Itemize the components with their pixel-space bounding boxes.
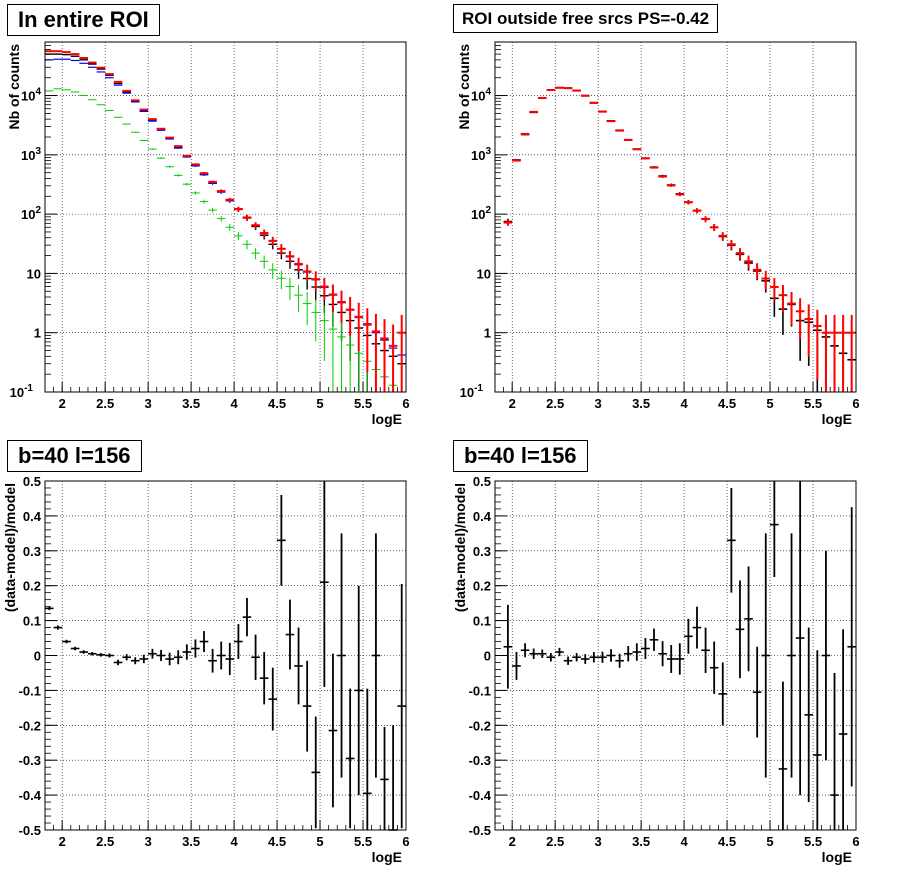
x-tick-label: 3	[145, 396, 152, 411]
y-tick-label: -0.4	[469, 788, 492, 803]
y-tick-label: -0.4	[19, 788, 42, 803]
panel-title-bottom-left: b=40 l=156	[7, 440, 142, 472]
y-tick-label: -0.3	[469, 753, 491, 768]
x-tick-label: 5.5	[804, 396, 822, 411]
y-tick-label: -0.2	[19, 718, 41, 733]
y-tick-label: -0.5	[469, 823, 491, 838]
x-tick-label: 6	[852, 396, 859, 411]
y-tick-label: -0.2	[469, 718, 491, 733]
x-tick-label: 5	[766, 396, 773, 411]
y-tick-label: 1	[484, 326, 491, 341]
y-tick-label: -0.3	[19, 753, 41, 768]
y-tick-label: 10-1	[10, 383, 34, 400]
x-tick-label: 4.5	[718, 396, 736, 411]
y-axis-label: (data-model)/model	[452, 483, 468, 612]
x-tick-label: 4.5	[268, 834, 286, 849]
x-tick-label: 3.5	[632, 834, 650, 849]
x-tick-label: 2	[509, 396, 516, 411]
x-tick-label: 4	[680, 834, 688, 849]
y-tick-label: 102	[471, 205, 491, 222]
y-tick-label: 102	[21, 205, 41, 222]
panel-title-bottom-right: b=40 l=156	[453, 440, 588, 472]
y-axis-label: Nb of counts	[6, 44, 22, 130]
y-axis-label: Nb of counts	[456, 44, 472, 130]
series-1	[503, 86, 856, 392]
x-tick-label: 2.5	[546, 396, 564, 411]
y-tick-label: 0.3	[23, 544, 41, 559]
y-axis-label: (data-model)/model	[2, 483, 18, 612]
x-tick-label: 2	[59, 396, 66, 411]
x-tick-label: 3	[145, 834, 152, 849]
y-tick-label: 0	[34, 649, 41, 664]
y-tick-label: 10	[477, 266, 491, 281]
x-tick-label: 3	[595, 834, 602, 849]
y-tick-label: 0.2	[473, 579, 491, 594]
x-tick-label: 2.5	[546, 834, 564, 849]
y-tick-label: 0.4	[473, 509, 492, 524]
series-2	[45, 88, 406, 393]
x-tick-label: 5	[316, 396, 323, 411]
panel-1: 2 2.5 3 3.5 4 4.5 5 5.5 6 10-1 1 10 102 103 104 logE Nb …	[456, 41, 860, 427]
x-tick-label: 4	[230, 396, 238, 411]
panel-title-top-left: In entire ROI	[7, 4, 160, 36]
x-tick-label: 5	[316, 834, 323, 849]
x-tick-label: 3.5	[182, 396, 200, 411]
panel-0: 2 2.5 3 3.5 4 4.5 5 5.5 6 10-1 1 10 102 103 104 logE Nb …	[6, 41, 410, 427]
y-tick-label: -0.1	[19, 683, 41, 698]
x-tick-label: 6	[852, 834, 859, 849]
y-tick-label: 0.5	[473, 474, 491, 489]
y-tick-label: 0	[484, 649, 491, 664]
plot-frame	[44, 41, 407, 393]
x-tick-label: 6	[402, 834, 409, 849]
x-axis-label: logE	[822, 849, 852, 865]
y-tick-label: 1	[34, 326, 41, 341]
y-tick-label: 104	[21, 87, 41, 104]
panel-3: 2 2.5 3 3.5 4 4.5 5 5.5 6 -0.5 -0.4 -0.3 -0.2 -0.1 0 0.…	[452, 474, 860, 865]
x-tick-label: 5.5	[354, 834, 372, 849]
series-residuals	[45, 481, 406, 831]
y-tick-label: 10-1	[460, 383, 484, 400]
panel-title-top-right: ROI outside free srcs PS=-0.42	[453, 4, 719, 33]
y-tick-label: 10	[27, 266, 41, 281]
series-residuals	[503, 481, 856, 830]
x-tick-label: 3.5	[182, 834, 200, 849]
panel-2: 2 2.5 3 3.5 4 4.5 5 5.5 6 -0.5 -0.4 -0.3 -0.2 -0.1 0 0.…	[2, 474, 410, 865]
x-tick-label: 4	[680, 396, 688, 411]
y-tick-label: 0.4	[23, 509, 42, 524]
x-tick-label: 2.5	[96, 396, 114, 411]
y-tick-label: 0.5	[23, 474, 41, 489]
x-tick-label: 4.5	[718, 834, 736, 849]
x-axis-label: logE	[372, 411, 402, 427]
x-axis-label: logE	[822, 411, 852, 427]
x-tick-label: 2	[509, 834, 516, 849]
x-axis-label: logE	[372, 849, 402, 865]
y-tick-label: 104	[471, 87, 491, 104]
x-tick-label: 5.5	[354, 396, 372, 411]
x-tick-label: 5	[766, 834, 773, 849]
y-tick-label: 0.1	[473, 614, 491, 629]
x-tick-label: 3	[595, 396, 602, 411]
x-tick-label: 6	[402, 396, 409, 411]
y-tick-label: -0.5	[19, 823, 41, 838]
series-1	[45, 58, 406, 392]
y-tick-label: 0.1	[23, 614, 41, 629]
y-tick-label: 0.3	[473, 544, 491, 559]
x-tick-label: 3.5	[632, 396, 650, 411]
plot-frame	[494, 41, 857, 393]
x-tick-label: 5.5	[804, 834, 822, 849]
y-tick-label: -0.1	[469, 683, 491, 698]
x-tick-label: 2.5	[96, 834, 114, 849]
x-tick-label: 2	[59, 834, 66, 849]
y-tick-label: 103	[471, 146, 491, 163]
series-3	[45, 50, 406, 392]
series-0	[503, 86, 856, 392]
x-tick-label: 4.5	[268, 396, 286, 411]
x-tick-label: 4	[230, 834, 238, 849]
y-tick-label: 103	[21, 146, 41, 163]
y-tick-label: 0.2	[23, 579, 41, 594]
